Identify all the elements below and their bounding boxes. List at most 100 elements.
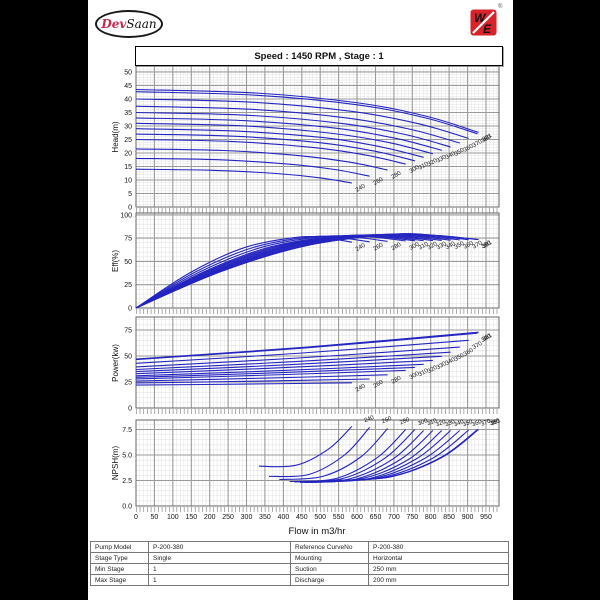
svg-text:25: 25 bbox=[124, 282, 132, 289]
svg-text:650: 650 bbox=[370, 514, 382, 521]
svg-text:381: 381 bbox=[482, 240, 494, 251]
svg-text:380: 380 bbox=[481, 333, 493, 344]
spec-value-cell: 250 mm bbox=[368, 563, 509, 575]
document-page: Dev Saan W E ® Speed : 1450 RPM , Stage :… bbox=[88, 0, 513, 600]
spec-label-cell: Max Stage bbox=[90, 574, 149, 586]
svg-text:0: 0 bbox=[128, 406, 132, 413]
svg-text:150: 150 bbox=[185, 514, 197, 521]
spec-value-cell: 1 bbox=[148, 574, 291, 586]
svg-text:380: 380 bbox=[481, 134, 493, 145]
svg-text:310: 310 bbox=[418, 241, 430, 252]
svg-text:25: 25 bbox=[124, 137, 132, 144]
svg-text:360: 360 bbox=[463, 347, 475, 358]
spec-label-cell: Mounting bbox=[290, 552, 369, 564]
svg-text:75: 75 bbox=[124, 328, 132, 335]
svg-text:50: 50 bbox=[124, 69, 132, 76]
table-row: Stage Type Single Mounting Horizontal bbox=[90, 552, 509, 564]
svg-text:NPSH(m): NPSH(m) bbox=[111, 446, 120, 481]
svg-text:10: 10 bbox=[124, 178, 132, 185]
svg-text:Power(kw): Power(kw) bbox=[111, 344, 120, 382]
svg-text:360: 360 bbox=[471, 419, 483, 429]
svg-text:300: 300 bbox=[417, 418, 429, 428]
svg-text:300: 300 bbox=[241, 514, 253, 521]
svg-text:300: 300 bbox=[409, 371, 421, 382]
svg-text:240: 240 bbox=[363, 415, 375, 425]
svg-text:5: 5 bbox=[128, 191, 132, 198]
spec-value-cell: P-200-380 bbox=[148, 541, 291, 553]
svg-text:360: 360 bbox=[463, 240, 475, 251]
svg-text:100: 100 bbox=[167, 514, 179, 521]
svg-text:280: 280 bbox=[391, 375, 403, 386]
svg-text:45: 45 bbox=[124, 83, 132, 90]
svg-text:2.5: 2.5 bbox=[122, 478, 132, 485]
chart-title-bar: Speed : 1450 RPM , Stage : 1 bbox=[135, 46, 503, 66]
svg-text:E: E bbox=[483, 22, 492, 36]
svg-text:500: 500 bbox=[314, 514, 326, 521]
table-row: Pump Model P-200-380 Reference CurveNo P-20… bbox=[90, 541, 509, 553]
chart-title-text: Speed : 1450 RPM , Stage : 1 bbox=[254, 50, 384, 62]
svg-text:350: 350 bbox=[454, 147, 466, 158]
svg-text:300: 300 bbox=[409, 241, 421, 252]
svg-text:370: 370 bbox=[472, 340, 484, 351]
spec-value-cell: Single bbox=[148, 552, 291, 564]
svg-text:350: 350 bbox=[259, 514, 271, 521]
svg-text:0: 0 bbox=[128, 306, 132, 313]
svg-text:250: 250 bbox=[222, 514, 234, 521]
svg-text:Head(m): Head(m) bbox=[111, 121, 120, 152]
spec-label-cell: Reference CurveNo bbox=[290, 541, 369, 553]
svg-text:280: 280 bbox=[399, 417, 411, 427]
svg-text:7.5: 7.5 bbox=[122, 427, 132, 434]
svg-text:850: 850 bbox=[443, 514, 455, 521]
svg-text:370: 370 bbox=[480, 418, 492, 428]
svg-text:Eff(%): Eff(%) bbox=[111, 250, 120, 272]
svg-text:240: 240 bbox=[355, 183, 367, 194]
svg-text:310: 310 bbox=[418, 368, 430, 379]
svg-text:800: 800 bbox=[425, 514, 437, 521]
svg-text:381: 381 bbox=[482, 332, 494, 343]
svg-text:75: 75 bbox=[124, 236, 132, 243]
svg-text:20: 20 bbox=[124, 151, 132, 158]
spec-value-cell: Horizontal bbox=[368, 552, 509, 564]
svg-text:240: 240 bbox=[355, 383, 367, 394]
svg-text:0.0: 0.0 bbox=[122, 504, 132, 511]
spec-value-cell: 200 mm bbox=[368, 574, 509, 586]
svg-text:900: 900 bbox=[462, 514, 474, 521]
svg-text:350: 350 bbox=[454, 240, 466, 251]
svg-text:340: 340 bbox=[445, 356, 457, 367]
svg-text:950: 950 bbox=[480, 514, 492, 521]
svg-text:600: 600 bbox=[351, 514, 363, 521]
svg-text:320: 320 bbox=[427, 241, 439, 252]
pump-curves-chart: 2402602803003103203303403503603703803810… bbox=[111, 66, 502, 537]
svg-text:260: 260 bbox=[381, 416, 393, 426]
svg-text:700: 700 bbox=[388, 514, 400, 521]
svg-text:310: 310 bbox=[418, 161, 430, 172]
svg-text:320: 320 bbox=[427, 364, 439, 375]
spec-label-cell: Stage Type bbox=[90, 552, 149, 564]
svg-text:0: 0 bbox=[134, 514, 138, 521]
svg-text:340: 340 bbox=[445, 150, 457, 161]
svg-text:340: 340 bbox=[453, 419, 465, 429]
svg-text:310: 310 bbox=[426, 418, 438, 428]
svg-text:25: 25 bbox=[124, 380, 132, 387]
spec-label-cell: Discharge bbox=[290, 574, 369, 586]
spec-value-cell: 1 bbox=[148, 563, 291, 575]
svg-text:450: 450 bbox=[296, 514, 308, 521]
svg-text:380: 380 bbox=[489, 418, 501, 428]
devsaan-logo: Dev Saan bbox=[95, 10, 163, 38]
svg-text:30: 30 bbox=[124, 124, 132, 131]
svg-text:280: 280 bbox=[391, 242, 403, 253]
table-row: Min Stage 1 Suction 250 mm bbox=[90, 563, 509, 575]
svg-text:350: 350 bbox=[462, 419, 474, 429]
table-row: Max Stage 1 Discharge 200 mm bbox=[90, 574, 509, 586]
svg-text:240: 240 bbox=[355, 242, 367, 253]
svg-text:320: 320 bbox=[435, 419, 447, 429]
svg-text:5.0: 5.0 bbox=[122, 453, 132, 460]
brand-text-saan: Saan bbox=[126, 17, 157, 31]
svg-text:15: 15 bbox=[124, 164, 132, 171]
svg-text:340: 340 bbox=[445, 241, 457, 252]
svg-text:260: 260 bbox=[373, 379, 385, 390]
svg-text:260: 260 bbox=[373, 176, 385, 187]
svg-text:100: 100 bbox=[120, 212, 132, 219]
svg-text:200: 200 bbox=[204, 514, 216, 521]
svg-text:40: 40 bbox=[124, 97, 132, 104]
